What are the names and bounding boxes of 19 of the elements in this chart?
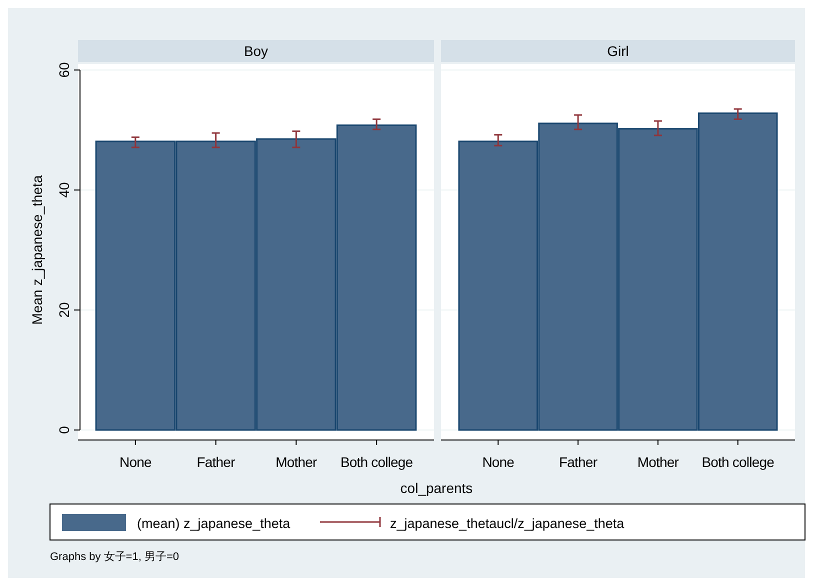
- text: (mean) z_japanese_theta: [137, 516, 291, 531]
- text: Graphs by 女子=1, 男子=0: [50, 551, 179, 563]
- y-tick-label: 20: [56, 302, 72, 318]
- x-tick-label: Mother: [276, 454, 318, 470]
- x-tick-label: None: [482, 454, 515, 470]
- x-tick-label: Both college: [340, 454, 414, 470]
- x-tick-label: Mother: [637, 454, 680, 470]
- chart-title: Girl: [607, 43, 629, 59]
- x-tick-label: Father: [196, 454, 236, 470]
- x-tick-label: None: [119, 454, 152, 470]
- chart-title: Boy: [244, 43, 268, 59]
- x-tick-label: Father: [559, 454, 598, 470]
- y-tick-label: 60: [56, 62, 72, 78]
- y-tick-label: 0: [56, 426, 72, 434]
- y-axis-title: Mean z_japanese_theta: [29, 175, 45, 325]
- x-axis-title: col_parents: [400, 480, 473, 496]
- text: z_japanese_thetaucl/z_japanese_theta: [390, 516, 625, 531]
- y-tick-label: 40: [56, 182, 72, 198]
- x-tick-label: Both college: [702, 454, 775, 470]
